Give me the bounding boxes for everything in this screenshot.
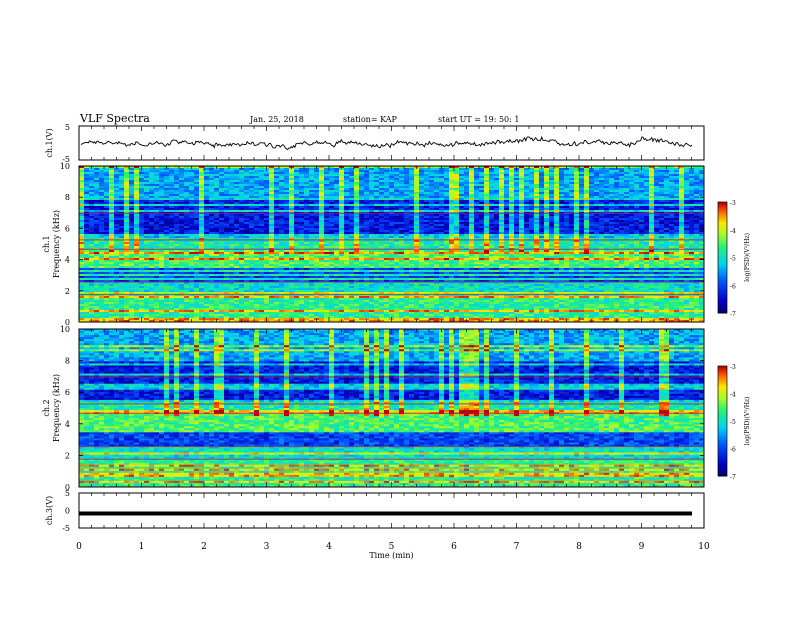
xtick-label: 3 <box>264 542 270 552</box>
colorbar-tick-label: -3 <box>730 200 736 207</box>
xtick-label: 4 <box>326 542 332 552</box>
ytick-label: 4 <box>65 420 70 429</box>
spectrogram-ylabel-frequency: Frequency (kHz) <box>52 210 61 278</box>
xtick-label: 0 <box>76 542 82 552</box>
colorbar-tick-label: -4 <box>730 228 736 235</box>
ytick-label: 10 <box>60 162 70 171</box>
ytick-label: 2 <box>65 451 70 460</box>
ytick-label: 4 <box>65 256 70 265</box>
ytick-label: 5 <box>65 123 70 132</box>
ytick-label: 6 <box>65 224 70 233</box>
colorbar-tick-label: -4 <box>730 392 736 399</box>
ytick-label: -5 <box>62 524 70 533</box>
ch3-ylabel: ch.3(V) <box>45 496 54 525</box>
ytick-label: 5 <box>65 489 70 498</box>
ch1-waveform <box>81 137 692 150</box>
colorbar-tick-label: -5 <box>730 419 736 426</box>
xtick-label: 1 <box>139 542 145 552</box>
colorbar-label: log(PSD)(V²/Hz) <box>744 233 751 282</box>
spectrogram-ylabel-channel: ch.2 <box>42 399 51 416</box>
ytick-label: 6 <box>65 388 70 397</box>
xtick-label: 8 <box>576 542 582 552</box>
header-station: station= KAP <box>343 115 397 124</box>
ytick-label: 8 <box>65 193 70 202</box>
panel-frame <box>79 126 704 160</box>
spectrogram-image <box>79 329 704 487</box>
panel-frame <box>79 493 704 528</box>
colorbar-tick-label: -3 <box>730 364 736 371</box>
x-axis-label: Time (min) <box>369 551 413 560</box>
ytick-label: 8 <box>65 357 70 366</box>
colorbar-tick-label: -7 <box>730 474 736 481</box>
ytick-label: 10 <box>60 325 70 334</box>
xtick-label: 7 <box>514 542 520 552</box>
header-date: Jan. 25, 2018 <box>250 115 304 124</box>
spectrogram-ylabel-frequency: Frequency (kHz) <box>52 374 61 442</box>
ytick-label: 2 <box>65 287 70 296</box>
colorbar-tick-label: -6 <box>730 283 736 290</box>
xtick-label: 9 <box>639 542 645 552</box>
ytick-label: 0 <box>65 507 70 516</box>
colorbar-tick-label: -5 <box>730 256 736 263</box>
xtick-label: 6 <box>451 542 457 552</box>
xtick-label: 2 <box>201 542 207 552</box>
colorbar: -3 -4 -5 -6 -7 log(PSD)(V²/Hz) <box>718 200 751 318</box>
colorbar-label: log(PSD)(V²/Hz) <box>744 397 751 446</box>
colorbar: -3 -4 -5 -6 -7 log(PSD)(V²/Hz) <box>718 364 751 481</box>
ch1-line <box>81 137 692 150</box>
colorbar-tick-label: -6 <box>730 447 736 454</box>
xtick-label: 10 <box>698 542 710 552</box>
colorbar-tick-label: -7 <box>730 311 736 318</box>
ch1-ylabel: ch.1(V) <box>45 128 54 157</box>
spectrogram-image <box>79 166 704 322</box>
spectrogram-ylabel-channel: ch.1 <box>42 235 51 252</box>
header-start-time: start UT = 19: 50: 1 <box>438 115 519 124</box>
figure-title: VLF Spectra <box>80 112 150 125</box>
